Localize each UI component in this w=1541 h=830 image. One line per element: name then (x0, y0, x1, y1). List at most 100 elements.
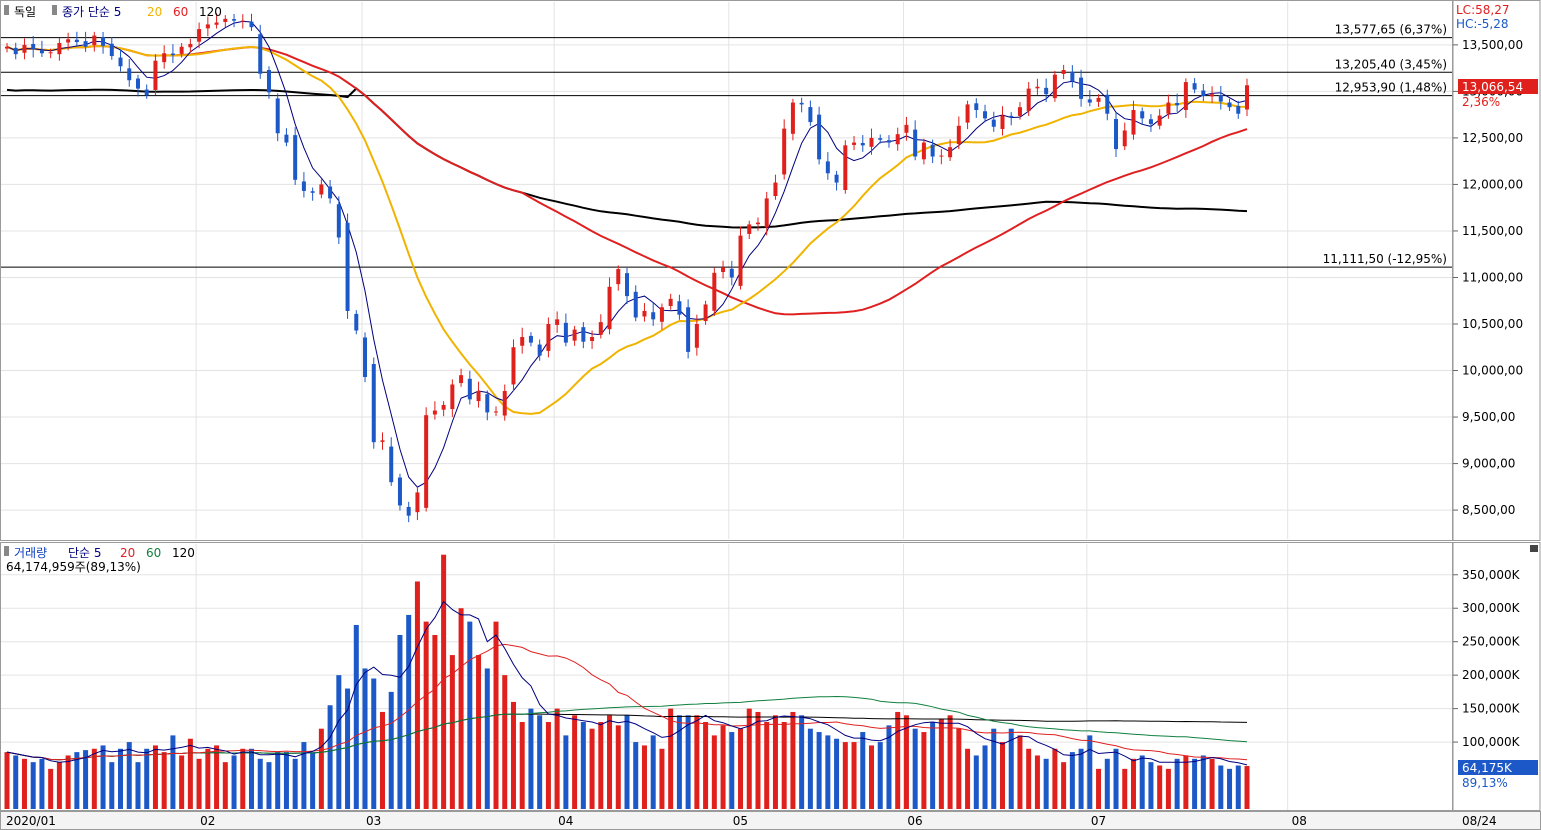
volume-bar (423, 621, 429, 809)
y-tick-label: 11,500,00 (1462, 224, 1523, 238)
candle-body (424, 415, 429, 508)
candle-body (825, 161, 830, 174)
candle-body (441, 404, 446, 410)
candle-body (939, 155, 944, 157)
candle-body (13, 47, 18, 55)
volume-bar (772, 715, 778, 809)
candle-body (869, 137, 874, 147)
volume-bar (1148, 762, 1154, 809)
ma-line-20 (6, 45, 1248, 415)
candle-body (1210, 94, 1215, 97)
candle-body (432, 410, 437, 415)
volume-bar (738, 728, 744, 809)
volume-bar (249, 748, 255, 809)
volume-bar (816, 732, 822, 809)
candle-body (729, 268, 734, 278)
candle-body (747, 224, 752, 234)
current-change-label: 2,36% (1462, 95, 1500, 109)
volume-bar (711, 735, 717, 809)
candle-body (755, 222, 760, 225)
candle-body (537, 344, 542, 356)
volume-bar (589, 728, 595, 809)
candle-body (694, 324, 699, 348)
y-tick-label: 9,000,00 (1462, 457, 1515, 471)
candle-body (494, 411, 499, 413)
volume-bar (292, 758, 298, 809)
volume-bar (799, 715, 805, 809)
candle-body (92, 35, 97, 46)
candle-body (214, 22, 219, 25)
volume-bar (502, 675, 508, 809)
volume-bar (1122, 768, 1128, 809)
candle-body (625, 273, 629, 297)
y-tick-label: 350,000K (1462, 568, 1521, 582)
candle-body (1192, 83, 1197, 90)
candle-body (773, 182, 778, 197)
candle-body (1218, 95, 1223, 102)
volume-bar (65, 755, 71, 809)
price-legend[interactable]: 독일 종가 단순 5 20 60 120 (4, 5, 222, 19)
x-axis-ticks: 2020/01 02 03 04 05 06 07 08 08/24 (6, 814, 1497, 828)
y-tick-label: 200,000K (1462, 668, 1521, 682)
volume-bar (30, 762, 36, 809)
volume-bar (484, 668, 490, 809)
x-tick-label: 05 (733, 814, 748, 828)
panel-close-icon[interactable] (1530, 545, 1538, 552)
candle-body (1175, 102, 1180, 106)
x-tick-label: 07 (1091, 814, 1106, 828)
candle-body (232, 19, 237, 21)
candle-body (162, 53, 167, 63)
candle-body (886, 140, 891, 143)
volume-bar (991, 728, 997, 809)
lc-label: LC:58,27 (1456, 3, 1509, 17)
candle-body (520, 337, 525, 346)
candle-body (1087, 99, 1092, 103)
volume-info: 64,174,959주(89,13%) (6, 560, 141, 574)
candle-body (1157, 115, 1162, 126)
volume-bar (877, 742, 883, 809)
volume-bar (703, 722, 709, 809)
volume-bar (982, 745, 988, 809)
candle-body (563, 322, 568, 343)
volume-bar (790, 711, 796, 809)
candle-body (397, 477, 402, 506)
candle-body (1122, 130, 1127, 147)
candle-body (598, 322, 603, 335)
candle-body (354, 313, 359, 331)
volume-legend[interactable]: 거래량 단순 5 20 60 120 (4, 546, 195, 560)
candle-body (581, 327, 586, 342)
candle-body (1227, 102, 1232, 108)
volume-bar (318, 728, 324, 809)
volume-bar (371, 678, 377, 809)
candle-body (1201, 90, 1206, 97)
volume-bar (1078, 748, 1084, 809)
y-tick-label: 10,500,00 (1462, 317, 1523, 331)
volume-y-axis-ticks: 350,000K 300,000K 250,000K 200,000K 150,000K… (1453, 568, 1521, 749)
volume-moving-average-lines (6, 600, 1248, 766)
volume-bar (353, 624, 359, 809)
volume-bar (257, 758, 263, 809)
volume-bar (187, 738, 193, 809)
legend-ma5: 종가 단순 5 (62, 5, 121, 19)
volume-bar (860, 732, 866, 809)
volume-bar (406, 614, 412, 809)
volume-bar (196, 758, 202, 809)
candle-body (101, 37, 106, 46)
candle-body (1096, 97, 1101, 102)
candle-body (1017, 107, 1022, 116)
vma-line-20 (6, 643, 1248, 761)
volume-bar (694, 715, 700, 809)
volume-bar (572, 715, 578, 809)
volume-bar (310, 752, 316, 809)
volume-bar (397, 635, 403, 809)
volume-bar (537, 715, 543, 809)
candle-body (459, 375, 464, 384)
candle-body (703, 304, 708, 322)
y-tick-label: 250,000K (1462, 635, 1521, 649)
candle-body (790, 102, 795, 134)
volume-bar (1157, 765, 1163, 809)
volume-bar (449, 655, 455, 809)
volume-bar (650, 735, 656, 809)
candle-body (642, 310, 647, 317)
